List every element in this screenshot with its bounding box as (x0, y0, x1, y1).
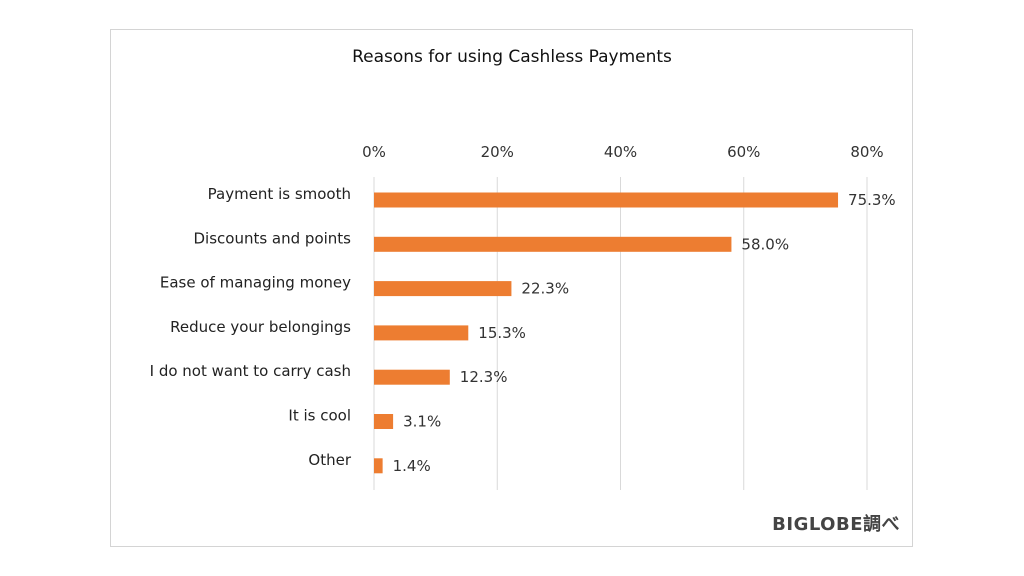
bar (374, 369, 450, 385)
category-label: Other (308, 451, 351, 469)
value-labels: 75.3% 58.0% 22.3% 15.3% 12.3% 3.1% 1.4% (393, 191, 896, 475)
value-label: 15.3% (478, 324, 526, 342)
value-label: 3.1% (403, 413, 441, 431)
category-label: It is cool (288, 407, 351, 425)
value-label: 58.0% (741, 235, 789, 253)
bar (374, 236, 732, 252)
category-label: Reduce your belongings (170, 318, 351, 336)
x-tick-label: 40% (604, 143, 637, 161)
source-credit: BIGLOBE調べ (772, 514, 900, 535)
bar (374, 281, 512, 297)
x-axis-ticks: 0% 20% 40% 60% 80% (362, 143, 884, 161)
bar (374, 414, 394, 429)
bar (374, 192, 839, 208)
chart-title: Reasons for using Cashless Payments (352, 47, 672, 67)
bars (374, 192, 839, 474)
x-tick-label: 60% (727, 143, 760, 161)
bar (374, 325, 469, 341)
chart-frame (110, 29, 913, 547)
category-labels: Payment is smooth Discounts and points Eas… (150, 185, 352, 469)
category-label: I do not want to carry cash (150, 362, 351, 380)
bar (374, 458, 383, 474)
category-label: Ease of managing money (160, 274, 351, 292)
value-label: 75.3% (848, 191, 896, 209)
x-tick-label: 0% (362, 143, 386, 161)
x-tick-label: 80% (850, 143, 883, 161)
value-label: 12.3% (460, 368, 508, 386)
value-label: 22.3% (521, 280, 569, 298)
value-label: 1.4% (393, 457, 431, 475)
category-label: Payment is smooth (208, 185, 351, 203)
category-label: Discounts and points (194, 229, 352, 247)
x-tick-label: 20% (481, 143, 514, 161)
